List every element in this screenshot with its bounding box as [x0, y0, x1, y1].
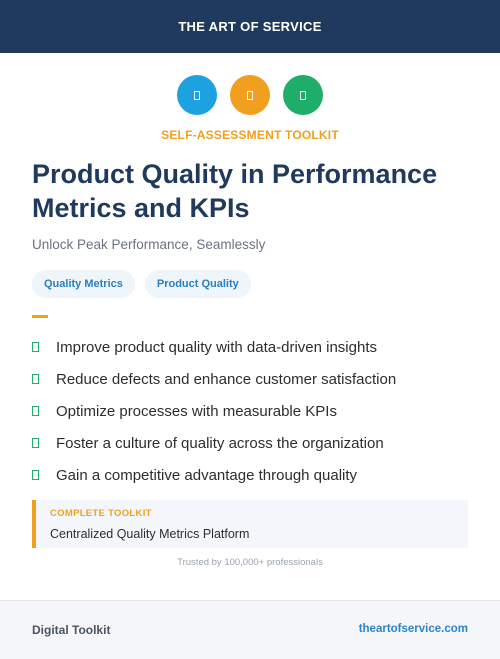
doc-icon [230, 75, 270, 115]
brand-title: THE ART OF SERVICE [178, 19, 322, 34]
header-bar: THE ART OF SERVICE [0, 0, 500, 53]
callout-text: Centralized Quality Metrics Platform [50, 527, 250, 541]
list-item: Foster a culture of quality across the o… [32, 427, 396, 459]
check-icon [32, 374, 39, 384]
feature-text: Foster a culture of quality across the o… [56, 434, 384, 452]
list-item: Optimize processes with measurable KPIs [32, 395, 396, 427]
feature-text: Reduce defects and enhance customer sati… [56, 370, 397, 388]
feature-list: Improve product quality with data-driven… [32, 331, 396, 491]
footer-link[interactable]: theartofservice.com [358, 623, 468, 635]
page-title: Product Quality in Performance Metrics a… [32, 159, 438, 223]
tag-quality-metrics: Quality Metrics [32, 270, 135, 298]
eyebrow-label: SELF-ASSESSMENT TOOLKIT [161, 128, 339, 142]
feature-text: Improve product quality with data-driven… [56, 338, 377, 356]
tag-product-quality: Product Quality [144, 270, 251, 298]
list-item: Gain a competitive advantage through qua… [32, 459, 396, 491]
feature-text: Optimize processes with measurable KPIs [56, 402, 337, 420]
check-icon [32, 470, 39, 480]
icon-row [0, 75, 500, 115]
doc-icon [283, 75, 323, 115]
callout-label: COMPLETE TOOLKIT [50, 508, 152, 519]
list-item: Reduce defects and enhance customer sati… [32, 363, 396, 395]
list-item: Improve product quality with data-driven… [32, 331, 396, 363]
footer-bar: Digital Toolkit theartofservice.com [0, 600, 500, 659]
check-icon [32, 342, 39, 352]
check-icon [32, 438, 39, 448]
toolkit-callout: COMPLETE TOOLKIT Centralized Quality Met… [32, 500, 468, 548]
footer-label: Digital Toolkit [32, 623, 111, 637]
doc-icon [177, 75, 217, 115]
trusted-note: Trusted by 100,000+ professionals [177, 557, 323, 568]
feature-text: Gain a competitive advantage through qua… [56, 466, 358, 484]
tag-list: Quality Metrics Product Quality [32, 270, 251, 298]
check-icon [32, 406, 39, 416]
subtitle: Unlock Peak Performance, Seamlessly [32, 237, 266, 252]
accent-divider [32, 315, 48, 318]
